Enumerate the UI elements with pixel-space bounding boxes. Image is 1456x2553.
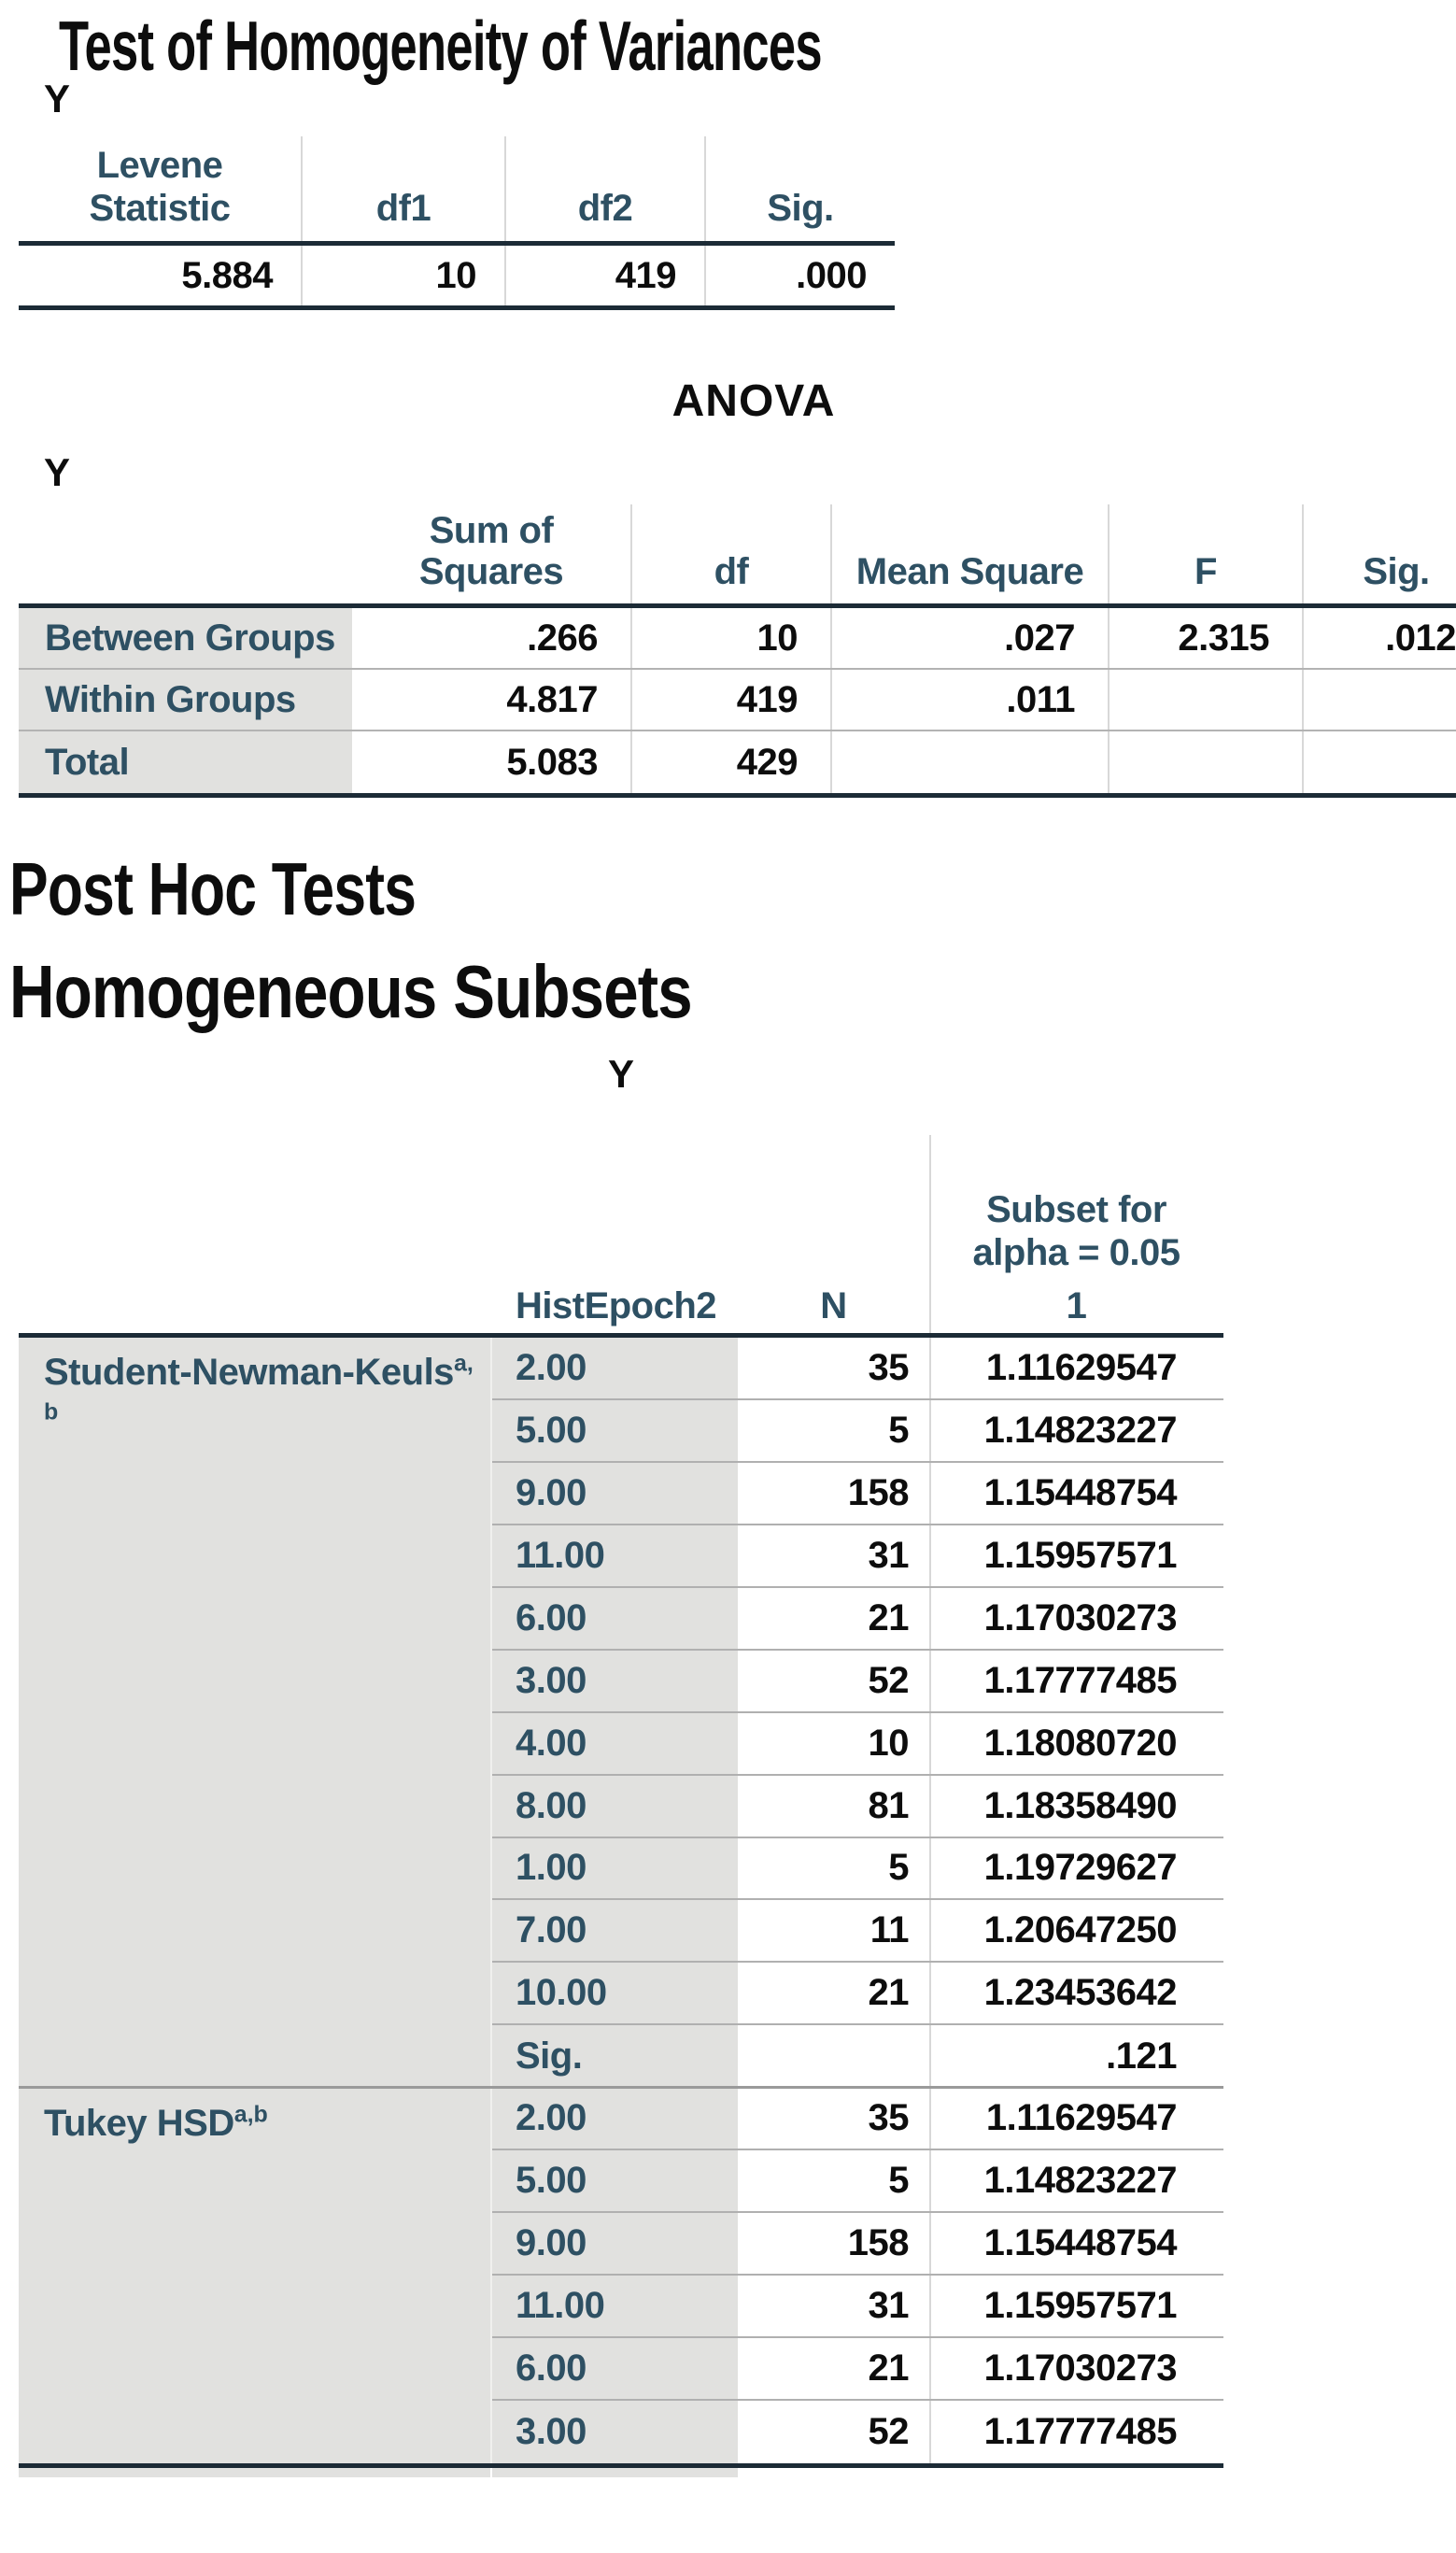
anova-title: ANOVA [671,376,836,426]
sig-value: .012 [1302,608,1456,668]
sum-of-squares-value: .266 [527,617,598,659]
table-row: 2.00 35 1.11629547 [19,2088,1223,2151]
f-value [1108,731,1302,793]
histepoch2-header: HistEpoch2 [516,1285,717,1326]
column-header: Sum of Squares [418,510,564,592]
levene-statistic-value: 5.884 [181,254,273,296]
homogeneity-table: Levene Statistic df1 df2 Sig. 5.884 10 4… [19,136,895,310]
subsets-table: Subset for alpha = 0.05 HistEpoch2 N 1 2… [19,1135,1223,2477]
column-header: Levene Statistic [89,145,231,229]
column-header: df1 [301,136,504,241]
table-row: Between Groups .266 10 .027 2.315 .012 [19,608,1456,670]
table-row: 9.00 158 1.15448754 [19,1463,1223,1525]
table-row: 5.00 5 1.14823227 [19,1400,1223,1463]
sig-value [1302,670,1456,730]
df1-value: 10 [301,246,504,305]
column-divider [929,1135,931,2463]
table-border [19,793,1456,798]
column-header: Sig. [1302,504,1456,603]
histepoch2-column-bg [492,1338,738,2477]
homogeneity-title: Test of Homogeneity of Variances [59,7,823,85]
post-hoc-tests-heading: Post Hoc Tests [9,847,417,930]
df2-value: 419 [504,246,704,305]
mean-square-value [830,731,1108,793]
table-row-sig: Sig. .121 [516,2035,1178,2078]
anova-table-label: Y [44,450,71,494]
table-row: 11.00 31 1.15957571 [19,1525,1223,1588]
table-border [19,2463,1223,2468]
table-row: 6.00 21 1.17030273 [19,1588,1223,1651]
table-row: 1.00 5 1.19729627 [19,1838,1223,1901]
table-row: 8.00 81 1.18358490 [19,1776,1223,1838]
table-row: 2.00 35 1.11629547 [19,1338,1223,1400]
sig-value [1302,731,1456,793]
row-label: Total [19,731,352,793]
homogeneous-subsets-heading: Homogeneous Subsets [9,950,693,1033]
anova-table: Sum of Squares df Mean Square F Sig. Bet… [19,504,1456,798]
label-column-divider [490,1338,492,2463]
table-row: 4.00 10 1.18080720 [19,1713,1223,1776]
homogeneity-header-row: Levene Statistic df1 df2 Sig. [19,136,895,241]
mean-square-value: .011 [830,670,1108,730]
df-value: 429 [630,731,830,793]
row-label: Between Groups [19,608,352,668]
subset-column-number: 1 [1066,1285,1087,1326]
table-row: 3.00 52 1.17777485 [516,2410,1178,2452]
f-value [1108,670,1302,730]
table-row: Within Groups 4.817 419 .011 [19,670,1456,731]
sum-of-squares-value: 5.083 [506,741,598,783]
row-label: Within Groups [19,670,352,730]
empty-corner-cell [19,504,352,603]
tukey-method-label: Tukey HSDa,b [44,2101,268,2144]
sum-of-squares-value: 4.817 [506,678,598,720]
subset-header: Subset for alpha = 0.05 [972,1189,1180,1273]
sig-value: .000 [704,246,895,305]
table-border [19,603,1456,608]
column-header: Sig. [704,136,895,241]
subsets-table-body: 2.00 35 1.11629547 5.00 5 1.14823227 9.00 158… [19,1338,1223,2463]
column-header: df [630,504,830,603]
table-row: 11.00 31 1.15957571 [19,2276,1223,2338]
df-value: 419 [630,670,830,730]
method-block-separator [19,2086,1223,2089]
homogeneity-table-label: Y [44,77,71,121]
table-border [19,241,895,246]
column-header: F [1108,504,1302,603]
df-value: 10 [630,608,830,668]
column-header: df2 [504,136,704,241]
table-border [19,305,895,310]
table-row: 6.00 21 1.17030273 [19,2338,1223,2401]
snk-method-label: Student-Newman-Keulsa, b [44,1350,474,1425]
table-row: 10.00 21 1.23453642 [19,1963,1223,2026]
table-row: 3.00 52 1.17777485 [19,1651,1223,1713]
n-header: N [820,1285,847,1326]
table-row: 5.884 10 419 .000 [19,246,895,305]
method-label-column-bg [19,1338,490,2477]
table-row: Total 5.083 429 [19,731,1456,793]
column-header: Mean Square [830,504,1108,603]
f-value: 2.315 [1108,608,1302,668]
anova-title-wrap: ANOVA [19,376,1456,428]
table-row: 5.00 5 1.14823227 [19,2150,1223,2214]
table-row: 7.00 11 1.20647250 [19,1900,1223,1964]
mean-square-value: .027 [830,608,1108,668]
anova-header-row: Sum of Squares df Mean Square F Sig. [19,504,1456,603]
table-border [19,1333,1223,1338]
subsets-table-title: Y [607,1052,634,1096]
table-row: 9.00 158 1.15448754 [19,2213,1223,2276]
